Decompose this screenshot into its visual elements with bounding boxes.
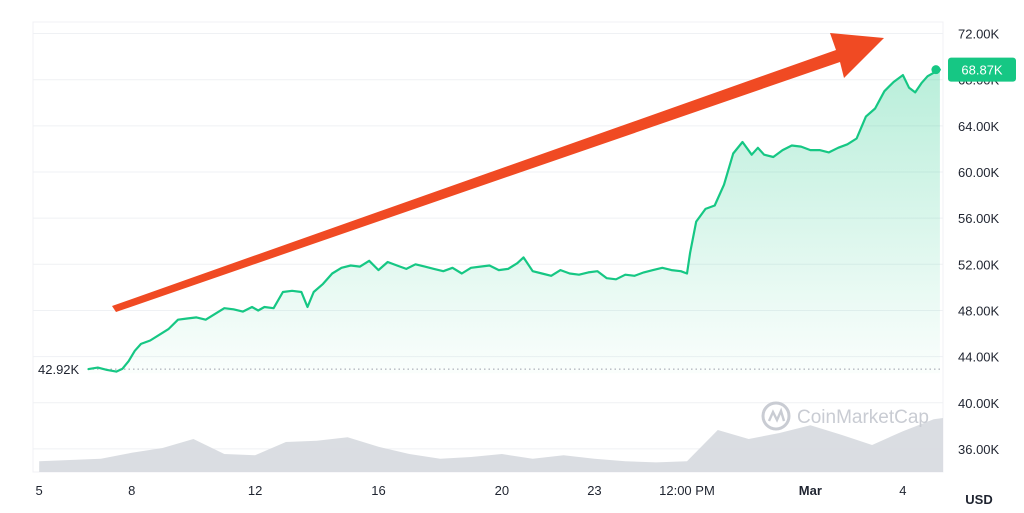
trend-arrow-icon [112, 33, 884, 312]
watermark-text: CoinMarketCap [797, 407, 929, 428]
current-price-badge-bg [948, 57, 1016, 82]
x-tick-label: 8 [128, 483, 135, 498]
price-area [88, 69, 940, 374]
x-tick-label: 16 [371, 483, 385, 498]
coinmarketcap-logo-icon [761, 401, 791, 431]
volume-area [39, 418, 943, 472]
x-tick-label: 12:00 PM [659, 483, 715, 498]
current-price-badge: 68.87K [948, 57, 1016, 82]
y-axis: 72.00K68.00K64.00K60.00K56.00K52.00K48.0… [958, 27, 1000, 457]
y-tick-label: 48.00K [958, 303, 1000, 318]
current-price-dot [931, 65, 941, 75]
x-axis: 5 8 12 16 20 23 12:00 PM Mar 4 [36, 483, 907, 498]
x-tick-label: 20 [495, 483, 509, 498]
open-price-label: 42.92K [38, 362, 80, 377]
price-line [87, 68, 941, 373]
coinmarketcap-watermark: CoinMarketCap [761, 401, 929, 431]
current-price-badge-label: 68.87K [961, 63, 1003, 78]
currency-unit-label: USD [965, 492, 992, 507]
x-tick-label: 4 [899, 483, 906, 498]
x-tick-label: Mar [799, 483, 822, 498]
y-tick-label: 36.00K [958, 442, 1000, 457]
x-tick-label: 5 [36, 483, 43, 498]
x-tick-label: 23 [587, 483, 601, 498]
y-tick-label: 64.00K [958, 119, 1000, 134]
price-area-fill [88, 69, 940, 374]
coinmarketcap-logo-mark [767, 407, 786, 423]
y-tick-label: 56.00K [958, 211, 1000, 226]
y-tick-label: 72.00K [958, 27, 1000, 42]
y-tick-label: 52.00K [958, 257, 1000, 272]
x-tick-label: 12 [248, 483, 262, 498]
y-tick-label: 40.00K [958, 396, 1000, 411]
trend-arrow-annotation [112, 33, 884, 312]
price-series [87, 65, 941, 373]
y-tick-label: 44.00K [958, 350, 1000, 365]
open-baseline: 42.92K [38, 362, 943, 377]
volume-histogram [39, 418, 943, 472]
y-tick-label: 60.00K [958, 165, 1000, 180]
